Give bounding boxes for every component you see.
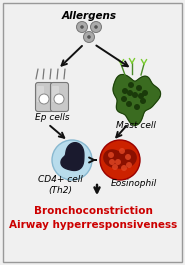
Circle shape (94, 25, 98, 29)
Text: CD4+ cell
(Th2): CD4+ cell (Th2) (38, 175, 82, 195)
Circle shape (132, 92, 138, 98)
Circle shape (52, 140, 92, 180)
Circle shape (121, 165, 127, 171)
Circle shape (115, 159, 121, 165)
Circle shape (77, 21, 88, 33)
FancyBboxPatch shape (3, 3, 182, 262)
Circle shape (119, 148, 125, 154)
Text: Allergens: Allergens (61, 11, 117, 21)
Circle shape (136, 85, 142, 91)
Circle shape (112, 164, 118, 170)
Polygon shape (104, 150, 136, 168)
Circle shape (108, 152, 114, 158)
Circle shape (122, 88, 128, 94)
FancyBboxPatch shape (52, 86, 59, 102)
Text: Eosinophil: Eosinophil (111, 179, 157, 188)
Circle shape (109, 159, 115, 165)
FancyBboxPatch shape (37, 86, 44, 102)
FancyBboxPatch shape (51, 82, 68, 112)
Text: Bronchoconstriction: Bronchoconstriction (33, 206, 152, 216)
Text: Airway hyperresponsiveness: Airway hyperresponsiveness (9, 220, 177, 230)
Circle shape (90, 21, 102, 33)
Polygon shape (61, 143, 84, 170)
Circle shape (83, 32, 95, 42)
Circle shape (126, 162, 132, 168)
Circle shape (138, 93, 144, 99)
Circle shape (140, 98, 146, 104)
Circle shape (134, 104, 140, 110)
Circle shape (87, 35, 91, 39)
Text: Mast cell: Mast cell (116, 121, 156, 130)
Circle shape (125, 154, 131, 160)
FancyBboxPatch shape (36, 82, 53, 112)
Circle shape (121, 96, 127, 102)
Text: Ep cells: Ep cells (35, 113, 69, 121)
Circle shape (54, 94, 64, 104)
Circle shape (142, 90, 148, 96)
Polygon shape (113, 74, 161, 125)
Circle shape (128, 82, 134, 88)
Circle shape (80, 25, 84, 29)
Circle shape (100, 140, 140, 180)
Circle shape (39, 94, 49, 104)
Circle shape (126, 101, 132, 107)
Circle shape (127, 90, 133, 96)
